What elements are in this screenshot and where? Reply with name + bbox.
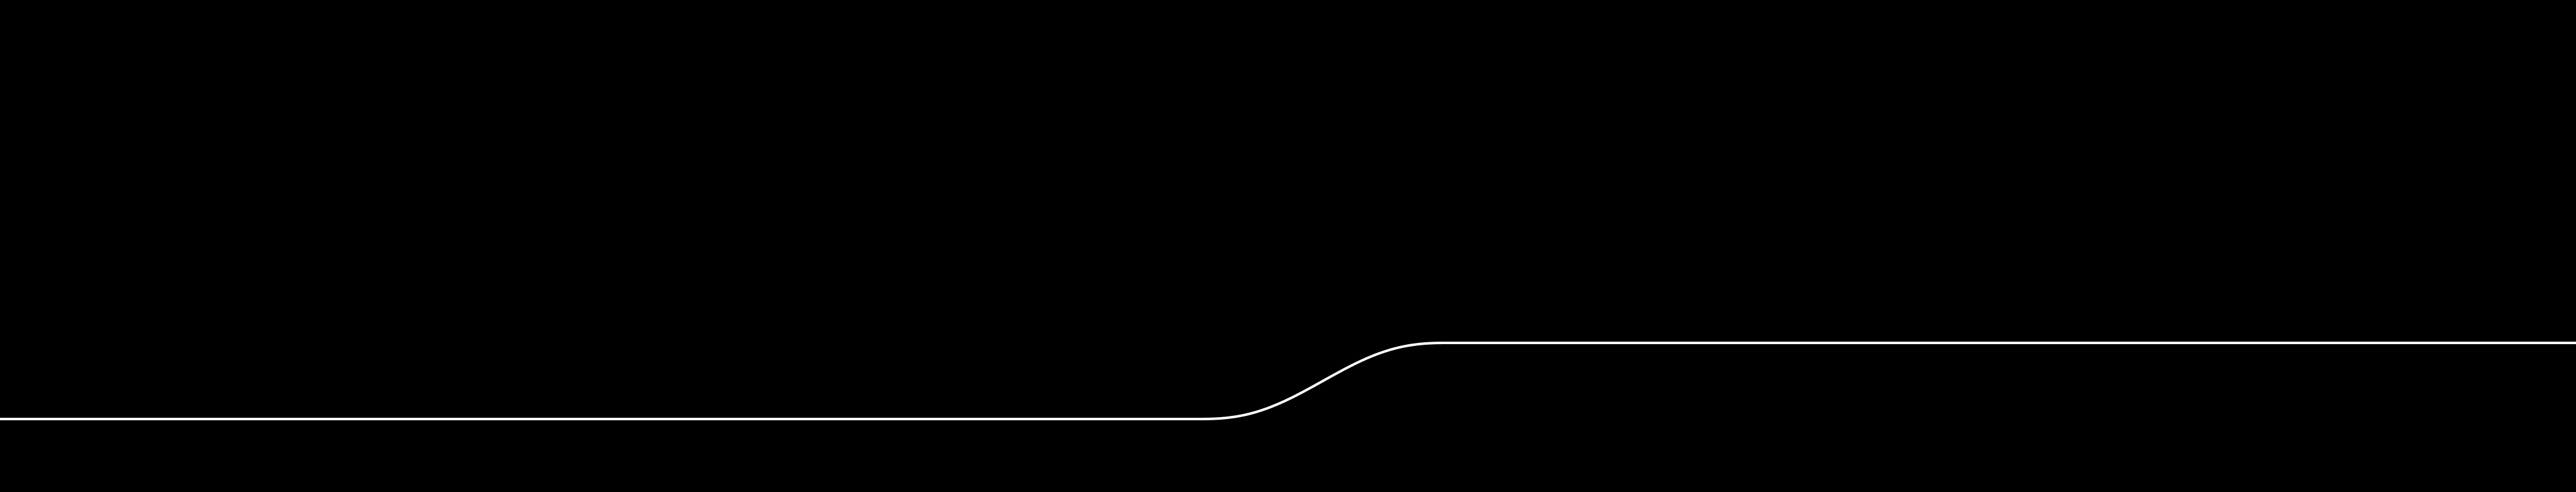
- line-series-step-response: [0, 342, 2576, 420]
